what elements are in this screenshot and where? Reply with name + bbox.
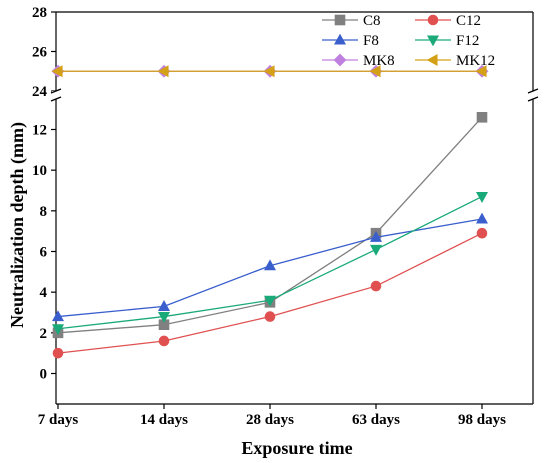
lower-y-tick-label: 0 [40, 367, 48, 383]
legend-label: MK8 [363, 53, 395, 69]
upper-y-axis: 24 26 28 [32, 5, 56, 100]
axis-break [50, 88, 539, 102]
data-point [157, 65, 169, 78]
legend-item-c12: C12 [415, 13, 481, 29]
data-point [475, 212, 489, 224]
data-point [52, 347, 64, 359]
lower-y-tick-label: 6 [40, 245, 48, 261]
lower-y-tick-label: 8 [40, 204, 48, 220]
y-axis-title: Neutralization depth (mm) [7, 122, 28, 328]
data-point [370, 280, 382, 292]
x-tick-label: 63 days [352, 412, 400, 428]
legend-marker [426, 53, 438, 67]
x-tick-label: 14 days [140, 412, 188, 428]
data-point [369, 65, 381, 78]
data-point [264, 311, 276, 322]
legend-item-c8: C8 [322, 13, 381, 29]
series-f12 [51, 192, 489, 336]
x-tick-label: 98 days [458, 412, 506, 428]
break-slash [50, 96, 62, 102]
data-point [475, 65, 487, 78]
legend-label: F12 [456, 33, 479, 49]
legend-marker [334, 14, 346, 26]
data-point [263, 259, 277, 271]
data-point [475, 192, 489, 203]
legend-label: MK12 [456, 53, 495, 69]
data-point [157, 312, 171, 323]
legend-item-f8: F8 [322, 33, 379, 49]
series-layer [51, 64, 489, 359]
break-slash [50, 88, 62, 94]
data-point [476, 227, 488, 239]
upper-y-tick-label: 26 [32, 45, 48, 61]
x-axis: 7 days 14 days 28 days 63 days 98 days [38, 404, 506, 428]
series-line-c12 [57, 232, 483, 354]
lower-y-tick-label: 4 [40, 285, 48, 301]
lower-y-tick-label: 10 [32, 163, 47, 179]
data-point [158, 335, 170, 347]
break-gap [52, 91, 60, 99]
data-point [369, 230, 383, 242]
break-slash [527, 96, 539, 102]
lower-y-tick-label: 12 [32, 123, 47, 139]
data-point [51, 65, 63, 78]
break-gap [529, 91, 537, 99]
upper-y-tick-label: 24 [32, 84, 48, 100]
legend: C8 C12 F8 F12 MK8 MK12 [322, 13, 495, 69]
legend-label: F8 [363, 33, 379, 49]
legend-marker [333, 53, 347, 67]
legend-item-mk8: MK8 [322, 53, 395, 69]
legend-label: C12 [456, 13, 481, 29]
data-point [51, 324, 65, 336]
legend-marker [426, 35, 440, 47]
data-point [263, 295, 277, 307]
x-tick-label: 7 days [38, 412, 79, 428]
data-point [51, 310, 65, 322]
data-point [263, 65, 275, 78]
data-point [157, 300, 171, 311]
upper-y-tick-label: 28 [32, 5, 47, 21]
x-axis-title: Exposure time [241, 438, 352, 458]
data-point [369, 244, 383, 256]
series-c12 [52, 227, 488, 359]
legend-item-f12: F12 [415, 33, 479, 49]
legend-marker [333, 33, 347, 45]
lower-y-axis: 0 2 4 6 8 10 12 [32, 123, 56, 383]
legend-item-mk12: MK12 [415, 53, 495, 69]
data-point [476, 112, 488, 123]
x-tick-label: 28 days [246, 412, 294, 428]
series-mk12 [51, 65, 487, 78]
legend-marker [427, 14, 439, 26]
lower-y-tick-label: 2 [40, 326, 48, 342]
break-slash [527, 88, 539, 94]
legend-label: C8 [363, 13, 381, 29]
